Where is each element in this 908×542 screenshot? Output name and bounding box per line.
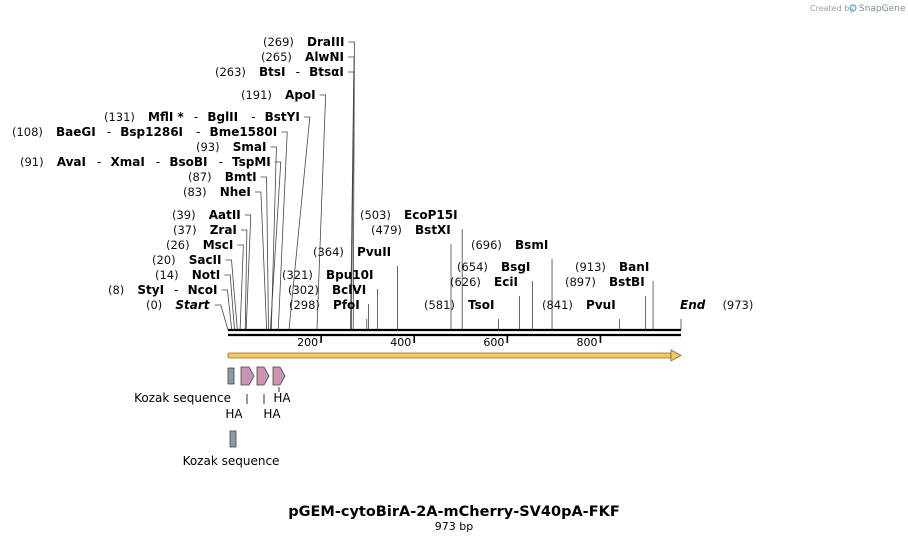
site-connector-line bbox=[269, 161, 282, 331]
ruler-tick-label: 200 bbox=[297, 336, 318, 349]
site-label-apoi[interactable]: (191) ApoI bbox=[241, 84, 316, 103]
site-connector-line bbox=[277, 131, 288, 331]
site-connector-line bbox=[225, 259, 238, 331]
site-connector-line bbox=[221, 289, 233, 331]
site-label-bstbi[interactable]: (897) BstBI bbox=[565, 271, 645, 290]
site-label-styi-ncoi[interactable]: (8) StyI - NcoI bbox=[108, 279, 217, 298]
site-label-mfli-group[interactable]: (131) MflI * - BglII - BstYI bbox=[104, 106, 300, 125]
orf-arrowhead-icon bbox=[670, 349, 682, 362]
feature-label-ha-3: HA bbox=[273, 391, 291, 405]
site-label-bstxi[interactable]: (479) BstXI bbox=[371, 219, 451, 238]
watermark: Created by SnapGene bbox=[810, 4, 906, 14]
site-connector-line bbox=[260, 176, 269, 331]
site-connector-line bbox=[244, 214, 252, 331]
site-connector-line bbox=[214, 304, 229, 331]
site-label-baegi-group[interactable]: (108) BaeGI - Bsp1286I - Bme1580I bbox=[12, 121, 277, 140]
snapgene-logo-icon bbox=[849, 4, 857, 12]
site-connector-line bbox=[240, 229, 248, 331]
site-connector-line bbox=[224, 274, 235, 331]
site-connector-line bbox=[270, 146, 277, 331]
ruler-tick-label: 600 bbox=[483, 336, 504, 349]
site-label-pfoi[interactable]: (298) PfoI bbox=[289, 294, 360, 313]
sequence-backbone bbox=[228, 328, 681, 337]
orf-bar[interactable] bbox=[227, 352, 672, 359]
site-connector-line bbox=[254, 191, 268, 331]
site-label-avai-group[interactable]: (91) AvaI - XmaI - BsoBI - TspMI bbox=[20, 151, 271, 170]
feature-label-kozak-2: Kozak sequence bbox=[183, 454, 280, 468]
site-label-ecii[interactable]: (626) EciI bbox=[450, 271, 518, 290]
feature-ha-arrow-2[interactable] bbox=[256, 366, 270, 386]
site-connectors bbox=[214, 41, 682, 331]
site-label-bmti[interactable]: (87) BmtI bbox=[188, 166, 257, 185]
feature-label-ha-1: HA bbox=[225, 407, 243, 421]
site-label-noti[interactable]: (14) NotI bbox=[155, 264, 220, 283]
site-label-bsgi[interactable]: (654) BsgI bbox=[457, 256, 530, 275]
ruler: 200 400 600 800 bbox=[297, 335, 602, 349]
map-size: 973 bp bbox=[435, 520, 473, 533]
site-label-bsmi[interactable]: (696) BsmI bbox=[471, 234, 548, 253]
site-labels: (0) Start (8) StyI - NcoI (14) NotI (20)… bbox=[12, 31, 753, 313]
feature-ha-arrow-1[interactable] bbox=[240, 366, 255, 386]
site-label-bani[interactable]: (913) BanI bbox=[575, 256, 649, 275]
ruler-tick-label: 400 bbox=[390, 336, 411, 349]
site-label-pvui[interactable]: (841) PvuI bbox=[542, 294, 616, 313]
site-connector-line bbox=[316, 94, 327, 331]
site-label-sacii[interactable]: (20) SacII bbox=[152, 249, 222, 268]
site-label-alwni[interactable]: (265) AlwNI bbox=[261, 46, 344, 65]
site-label-start[interactable]: (0) Start bbox=[146, 294, 211, 313]
site-connector-line bbox=[288, 116, 311, 331]
watermark-brand: SnapGene bbox=[859, 4, 906, 14]
site-label-pvuii[interactable]: (364) PvuII bbox=[313, 241, 391, 260]
site-connector-line bbox=[348, 41, 355, 331]
site-label-zrai[interactable]: (37) ZraI bbox=[173, 219, 237, 238]
feature-label-ha-2: HA bbox=[263, 407, 281, 421]
feature-kozak-box-2[interactable] bbox=[229, 430, 237, 448]
site-label-msci[interactable]: (26) MscI bbox=[166, 234, 233, 253]
site-label-nhei[interactable]: (83) NheI bbox=[183, 181, 251, 200]
site-label-end[interactable]: End (973) bbox=[680, 294, 753, 313]
map-title: pGEM-cytoBirA-2A-mCherry-SV40pA-FKF bbox=[288, 504, 620, 520]
feature-label-kozak: Kozak sequence bbox=[134, 391, 231, 405]
site-label-bclvi[interactable]: (302) BclVI bbox=[288, 279, 366, 298]
site-label-tsoi[interactable]: (581) TsoI bbox=[424, 294, 494, 313]
site-label-bpu10i[interactable]: (321) Bpu10I bbox=[282, 264, 373, 283]
site-label-draiii[interactable]: (269) DraIII bbox=[263, 31, 344, 50]
feature-ha-arrow-3[interactable] bbox=[272, 366, 286, 386]
ruler-tick-label: 800 bbox=[576, 336, 597, 349]
site-connector-line bbox=[237, 244, 244, 331]
feature-kozak-box[interactable] bbox=[227, 367, 235, 385]
site-label-aatii[interactable]: (39) AatII bbox=[172, 204, 241, 223]
site-label-smai[interactable]: (93) SmaI bbox=[196, 136, 266, 155]
orf-track[interactable] bbox=[227, 349, 682, 362]
features: Kozak sequence HA HA HA Kozak sequence bbox=[134, 366, 291, 468]
watermark-prefix: Created by bbox=[810, 4, 854, 13]
site-label-ecop15i[interactable]: (503) EcoP15I bbox=[360, 204, 458, 223]
site-label-btsi-group[interactable]: (263) BtsI - BtsαI bbox=[215, 61, 344, 80]
